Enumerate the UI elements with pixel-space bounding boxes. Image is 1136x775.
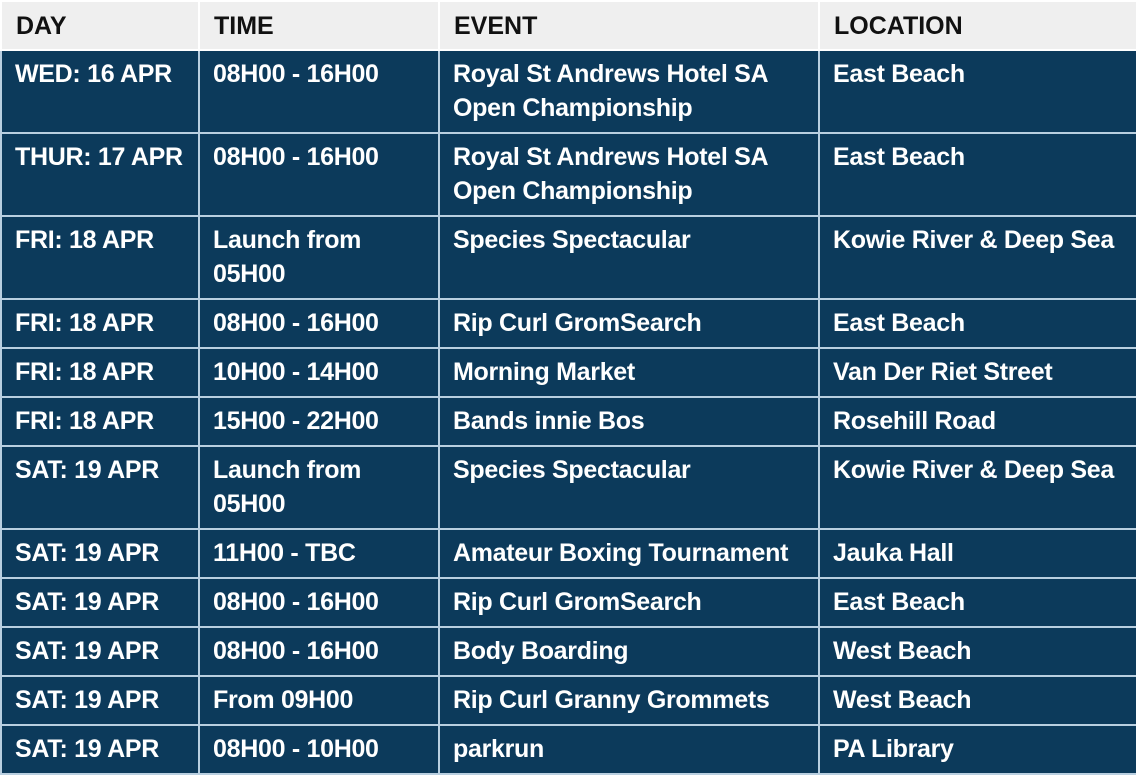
table-row: FRI: 18 APR Launch from 05H00 Species Spec… bbox=[0, 215, 1136, 300]
cell-event: Royal St Andrews Hotel SA Open Champions… bbox=[438, 132, 820, 217]
table-row: FRI: 18 APR 08H00 - 16H00 Rip Curl GromSea… bbox=[0, 298, 1136, 349]
cell-time: 08H00 - 16H00 bbox=[198, 298, 440, 349]
cell-time: 10H00 - 14H00 bbox=[198, 347, 440, 398]
cell-time: 08H00 - 10H00 bbox=[198, 724, 440, 775]
cell-time: Launch from 05H00 bbox=[198, 215, 440, 300]
header-location: LOCATION bbox=[818, 0, 1136, 51]
cell-day: WED: 16 APR bbox=[0, 49, 200, 134]
cell-event: Rip Curl Granny Grommets bbox=[438, 675, 820, 726]
cell-time: 11H00 - TBC bbox=[198, 528, 440, 579]
cell-event: Bands innie Bos bbox=[438, 396, 820, 447]
cell-event: Rip Curl GromSearch bbox=[438, 577, 820, 628]
table-row: WED: 16 APR 08H00 - 16H00 Royal St Andrews… bbox=[0, 49, 1136, 134]
cell-day: FRI: 18 APR bbox=[0, 347, 200, 398]
cell-day: SAT: 19 APR bbox=[0, 577, 200, 628]
cell-time: From 09H00 bbox=[198, 675, 440, 726]
header-time: TIME bbox=[198, 0, 440, 51]
cell-day: SAT: 19 APR bbox=[0, 528, 200, 579]
cell-time: 08H00 - 16H00 bbox=[198, 626, 440, 677]
table-row: FRI: 18 APR 15H00 - 22H00 Bands innie Bos R… bbox=[0, 396, 1136, 447]
cell-event: Rip Curl GromSearch bbox=[438, 298, 820, 349]
cell-event: Species Spectacular bbox=[438, 215, 820, 300]
cell-day: SAT: 19 APR bbox=[0, 445, 200, 530]
cell-location: East Beach bbox=[818, 298, 1136, 349]
cell-location: West Beach bbox=[818, 675, 1136, 726]
table-row: SAT: 19 APR From 09H00 Rip Curl Granny Gro… bbox=[0, 675, 1136, 726]
table-row: SAT: 19 APR 08H00 - 16H00 Body Boarding Wes… bbox=[0, 626, 1136, 677]
cell-location: Van Der Riet Street bbox=[818, 347, 1136, 398]
cell-event: Morning Market bbox=[438, 347, 820, 398]
cell-event: Body Boarding bbox=[438, 626, 820, 677]
cell-event: parkrun bbox=[438, 724, 820, 775]
cell-time: 08H00 - 16H00 bbox=[198, 49, 440, 134]
cell-day: FRI: 18 APR bbox=[0, 215, 200, 300]
table-row: SAT: 19 APR Launch from 05H00 Species Spec… bbox=[0, 445, 1136, 530]
cell-time: 15H00 - 22H00 bbox=[198, 396, 440, 447]
header-event: EVENT bbox=[438, 0, 820, 51]
cell-location: East Beach bbox=[818, 49, 1136, 134]
cell-time: 08H00 - 16H00 bbox=[198, 132, 440, 217]
cell-day: SAT: 19 APR bbox=[0, 675, 200, 726]
cell-day: FRI: 18 APR bbox=[0, 298, 200, 349]
header-day: DAY bbox=[0, 0, 200, 51]
cell-day: FRI: 18 APR bbox=[0, 396, 200, 447]
table-row: SAT: 19 APR 08H00 - 10H00 parkrun PA Librar… bbox=[0, 724, 1136, 775]
cell-day: SAT: 19 APR bbox=[0, 626, 200, 677]
cell-event: Royal St Andrews Hotel SA Open Champions… bbox=[438, 49, 820, 134]
cell-location: Kowie River & Deep Sea bbox=[818, 445, 1136, 530]
cell-location: West Beach bbox=[818, 626, 1136, 677]
cell-location: Kowie River & Deep Sea bbox=[818, 215, 1136, 300]
cell-day: THUR: 17 APR bbox=[0, 132, 200, 217]
cell-time: 08H00 - 16H00 bbox=[198, 577, 440, 628]
cell-day: SAT: 19 APR bbox=[0, 724, 200, 775]
table-row: THUR: 17 APR 08H00 - 16H00 Royal St Andrew… bbox=[0, 132, 1136, 217]
cell-location: Rosehill Road bbox=[818, 396, 1136, 447]
cell-event: Amateur Boxing Tournament bbox=[438, 528, 820, 579]
cell-location: PA Library bbox=[818, 724, 1136, 775]
cell-location: East Beach bbox=[818, 132, 1136, 217]
cell-time: Launch from 05H00 bbox=[198, 445, 440, 530]
cell-location: Jauka Hall bbox=[818, 528, 1136, 579]
cell-location: East Beach bbox=[818, 577, 1136, 628]
table-row: SAT: 19 APR 08H00 - 16H00 Rip Curl GromSea… bbox=[0, 577, 1136, 628]
table-row: SAT: 19 APR 11H00 - TBC Amateur Boxing Tou… bbox=[0, 528, 1136, 579]
table-row: FRI: 18 APR 10H00 - 14H00 Morning Market Va… bbox=[0, 347, 1136, 398]
header-row: DAY TIME EVENT LOCATION bbox=[0, 0, 1136, 51]
cell-event: Species Spectacular bbox=[438, 445, 820, 530]
